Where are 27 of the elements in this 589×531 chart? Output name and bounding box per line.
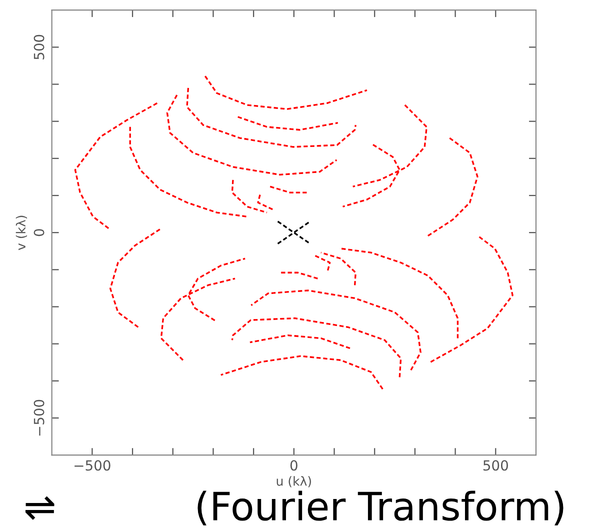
line-series bbox=[231, 179, 268, 214]
line-series bbox=[110, 228, 162, 328]
line-series bbox=[186, 87, 356, 148]
y-tick-label: 500 bbox=[34, 34, 44, 60]
line-series bbox=[320, 252, 356, 286]
line-series bbox=[236, 116, 339, 131]
text: ⇌ bbox=[25, 496, 54, 520]
line-series bbox=[74, 102, 158, 230]
line-series bbox=[276, 220, 311, 245]
line-series bbox=[340, 248, 459, 340]
line-series bbox=[426, 137, 478, 238]
y-axis-title: v (kλ) bbox=[16, 216, 28, 250]
line-series bbox=[430, 234, 514, 363]
line-series bbox=[129, 126, 248, 218]
x-axis-title: u (kλ) bbox=[276, 476, 311, 488]
line-series bbox=[231, 317, 402, 378]
line-series bbox=[166, 94, 338, 176]
line-series bbox=[204, 75, 368, 110]
line-series bbox=[220, 355, 384, 390]
y-tick-label: −500 bbox=[34, 400, 44, 436]
text: (Fourier Transform) bbox=[198, 490, 564, 526]
x-tick-label: 0 bbox=[290, 460, 298, 471]
line-series bbox=[249, 334, 351, 350]
y-tick-label: 0 bbox=[34, 229, 44, 236]
line-series bbox=[250, 290, 422, 371]
x-tick-label: −500 bbox=[74, 460, 110, 471]
x-tick-label: 500 bbox=[483, 460, 508, 471]
